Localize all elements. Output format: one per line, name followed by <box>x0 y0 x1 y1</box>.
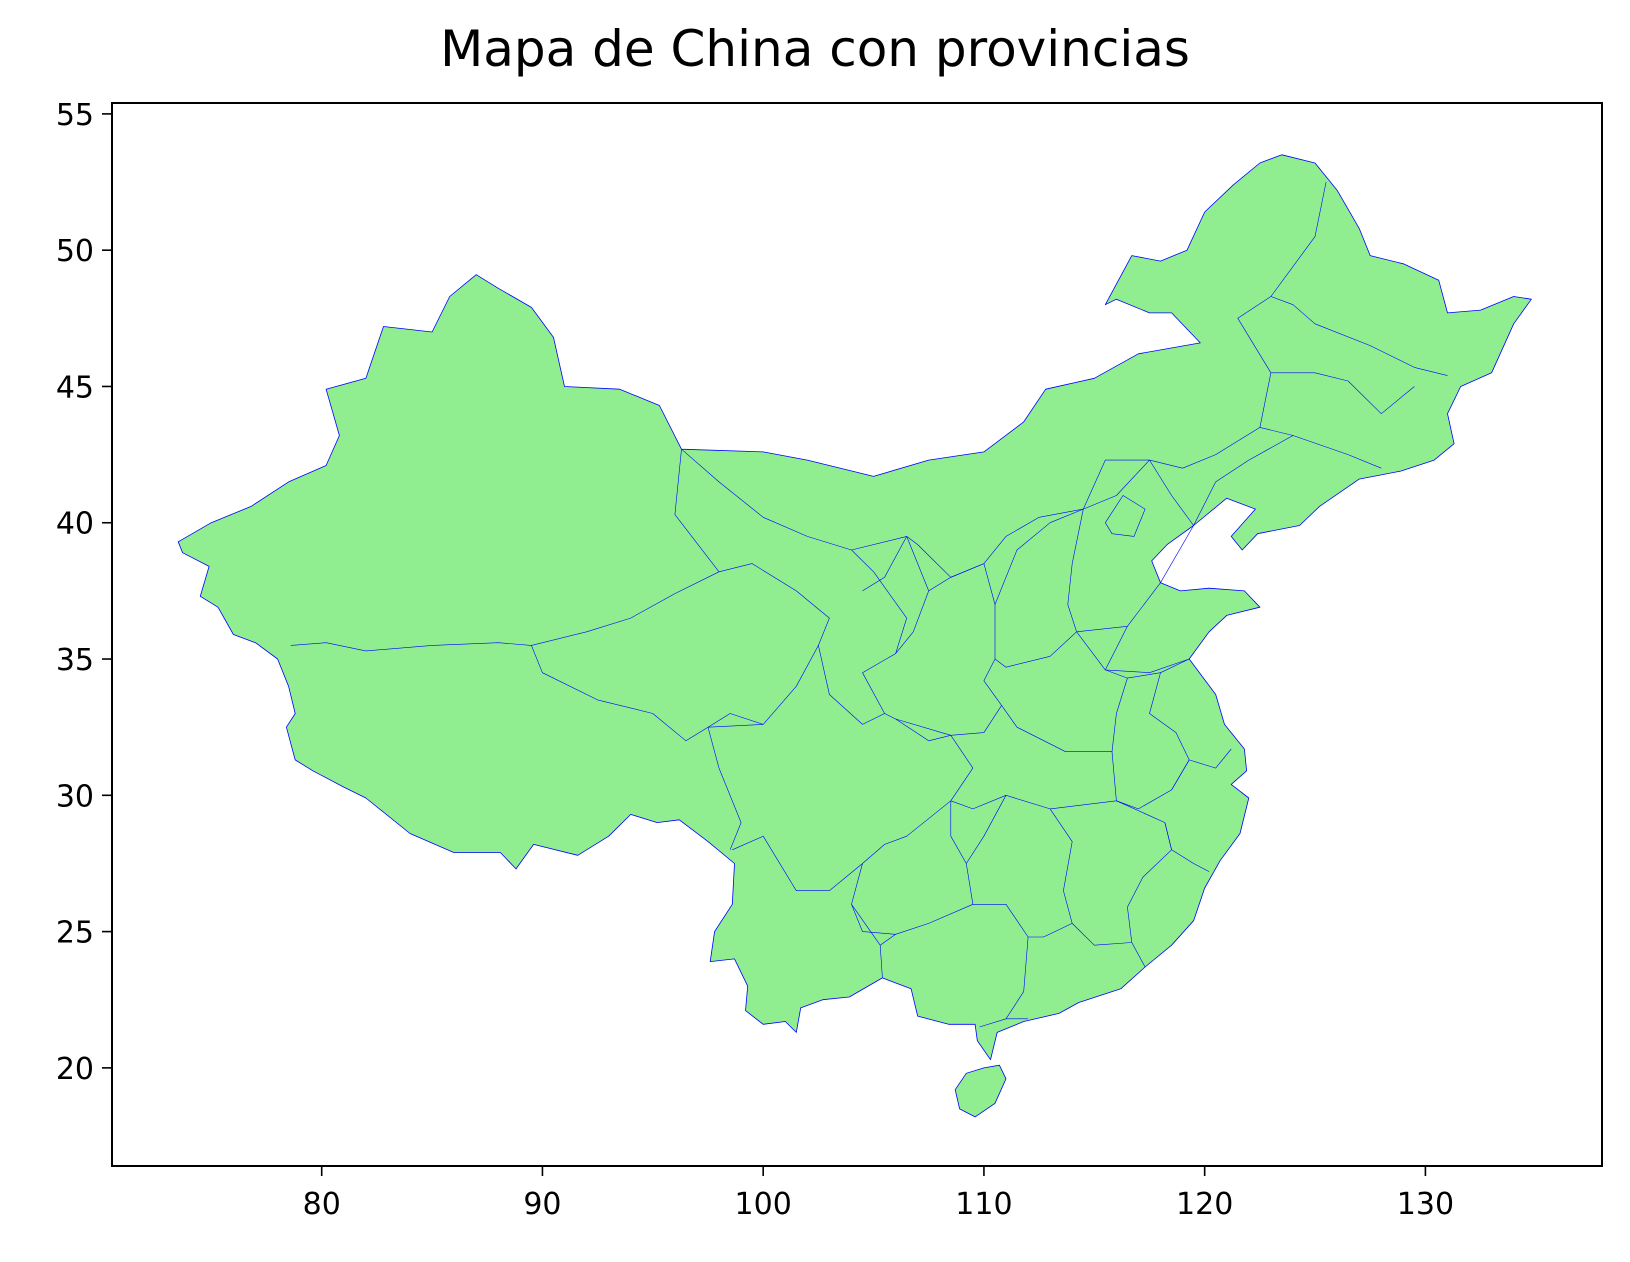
hainan-region <box>954 1064 1007 1118</box>
province-border-shanxi <box>994 508 1084 668</box>
province-border-gansu <box>681 448 908 725</box>
province-border-sichuan <box>707 713 764 728</box>
province-border-chongqing <box>895 718 951 742</box>
chart-title: Mapa de China con provincias <box>440 20 1190 78</box>
province-border-ningxia <box>862 536 930 654</box>
province-border-hunan <box>966 795 1007 864</box>
map-regions <box>177 154 1532 1118</box>
province-border-neimenggu-s <box>851 181 1327 578</box>
province-border-guizhou <box>851 800 974 935</box>
province-border-qinghai-e <box>707 563 830 728</box>
x-tick-label: 80 <box>303 1187 341 1222</box>
province-border-shaanxi <box>884 563 1002 736</box>
province-border-beijing <box>1105 495 1146 537</box>
y-tick-label: 45 <box>56 370 94 405</box>
y-tick-label: 50 <box>56 234 94 269</box>
x-tick-label: 130 <box>1397 1187 1454 1222</box>
province-border-zhejiang <box>1171 748 1232 791</box>
province-border-shandong <box>1105 626 1190 674</box>
province-border-jiangxi <box>1071 800 1172 946</box>
y-tick-label: 30 <box>56 779 94 814</box>
province-border-liaoning <box>1193 435 1294 526</box>
province-border-fujian <box>1131 942 1146 968</box>
y-axis: 20 25 30 35 40 45 50 55 <box>56 98 112 1087</box>
province-border-guangxi-e <box>972 903 1029 1028</box>
y-tick-label: 55 <box>56 98 94 133</box>
y-tick-label: 35 <box>56 643 94 678</box>
x-tick-label: 120 <box>1176 1187 1233 1222</box>
province-border-anhui-e <box>1160 658 1190 673</box>
x-tick-label: 90 <box>523 1187 561 1222</box>
province-border-guangxi <box>880 934 896 946</box>
mainland-region <box>177 154 1532 1061</box>
y-tick-label: 40 <box>56 507 94 542</box>
province-border-hebei <box>1076 459 1194 633</box>
x-axis: 80 90 100 110 120 130 <box>303 1166 1454 1222</box>
province-border-heilongjiang <box>1270 296 1448 376</box>
x-tick-label: 100 <box>735 1187 792 1222</box>
province-border-jilin <box>1259 427 1382 469</box>
x-tick-label: 110 <box>955 1187 1012 1222</box>
province-border-jilin-n <box>1270 372 1415 415</box>
plot-frame <box>111 102 1603 1167</box>
y-tick-label: 25 <box>56 916 94 951</box>
province-border-henan <box>1001 631 1128 753</box>
province-border-xinjiang <box>531 449 720 646</box>
province-borders <box>290 181 1448 1028</box>
y-tick-label: 20 <box>56 1052 94 1087</box>
province-border-hunan-e <box>1028 808 1073 938</box>
province-border-sichuan-s <box>732 800 951 892</box>
province-border-xizang <box>290 642 742 850</box>
